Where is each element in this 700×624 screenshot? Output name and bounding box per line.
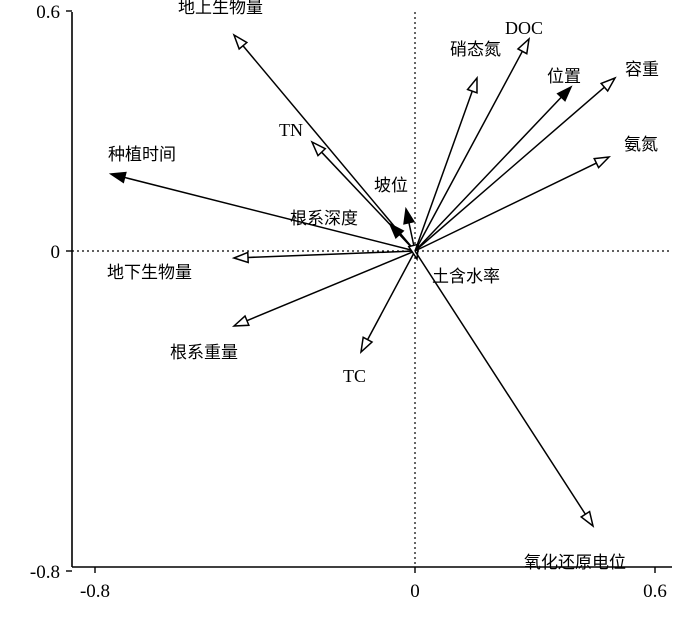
open-arrowhead xyxy=(232,33,249,51)
vector-13: 容重 xyxy=(414,60,659,252)
vector-11: DOC xyxy=(414,18,543,252)
vector-line xyxy=(414,162,597,252)
vector-label: 坡位 xyxy=(374,176,408,196)
vector-label: 硝态氮 xyxy=(450,40,501,60)
vector-15: 氧化还原电位 xyxy=(414,250,626,573)
vector-label: 土含水率 xyxy=(432,267,500,287)
vector-line xyxy=(414,86,605,252)
vector-line xyxy=(414,250,587,515)
vector-6: 地下生物量 xyxy=(107,250,416,283)
open-arrowhead xyxy=(231,314,250,327)
vector-1: 地上生物量 xyxy=(178,0,416,252)
vector-14: 氨氮 xyxy=(414,135,658,252)
ticks: -0.8 0 0.6 0.6 0 -0.8 xyxy=(30,2,667,602)
open-arrowhead xyxy=(359,336,374,354)
vector-label: 种植时间 xyxy=(108,145,176,165)
vector-line xyxy=(246,250,416,322)
open-arrowhead xyxy=(593,156,612,169)
vector-10: 硝态氮 xyxy=(414,40,501,252)
x-tick-label: 0.6 xyxy=(643,581,667,602)
vector-label: TC xyxy=(343,366,366,386)
axes xyxy=(71,12,672,568)
vector-label: 容重 xyxy=(625,60,659,80)
vector-label: 根系重量 xyxy=(170,343,238,363)
vector-line xyxy=(414,90,473,252)
vector-line xyxy=(124,176,416,252)
filled-arrowhead xyxy=(388,222,405,239)
y-tick-label: 0 xyxy=(51,242,61,263)
vector-label: 氧化还原电位 xyxy=(524,553,626,573)
vector-4: 根系深度 xyxy=(290,209,416,252)
vector-8: TC xyxy=(343,250,416,386)
vector-line xyxy=(414,50,524,252)
vector-label: 地下生物量 xyxy=(107,263,192,283)
vector-label: 根系深度 xyxy=(290,209,358,229)
open-arrowhead xyxy=(466,75,478,94)
vector-line xyxy=(247,250,416,259)
filled-arrowhead xyxy=(556,85,573,102)
vector-label: DOC xyxy=(505,18,543,38)
open-arrowhead xyxy=(310,140,327,157)
vector-label: TN xyxy=(279,120,303,140)
vector-label: 地上生物量 xyxy=(178,0,263,18)
vector-12: 位置 xyxy=(414,67,581,252)
open-arrowhead xyxy=(599,76,617,93)
open-arrowhead xyxy=(579,510,595,528)
vector-7: 根系重量 xyxy=(170,250,416,363)
x-tick-label: 0 xyxy=(410,581,420,602)
vector-5: 坡位 xyxy=(374,176,416,252)
vector-3: 种植时间 xyxy=(108,145,416,252)
vector-line xyxy=(242,45,416,252)
y-tick-label: -0.8 xyxy=(30,562,60,583)
vector-label: 位置 xyxy=(547,67,581,87)
y-tick-label: 0.6 xyxy=(36,2,60,23)
open-arrowhead xyxy=(231,251,249,264)
vector-label: 氨氮 xyxy=(624,135,658,155)
open-arrowhead xyxy=(516,37,531,55)
vector-line xyxy=(366,250,416,341)
filled-arrowhead xyxy=(108,171,127,184)
x-tick-label: -0.8 xyxy=(80,581,110,602)
filled-arrowhead xyxy=(403,206,416,225)
vector-line xyxy=(414,96,562,252)
